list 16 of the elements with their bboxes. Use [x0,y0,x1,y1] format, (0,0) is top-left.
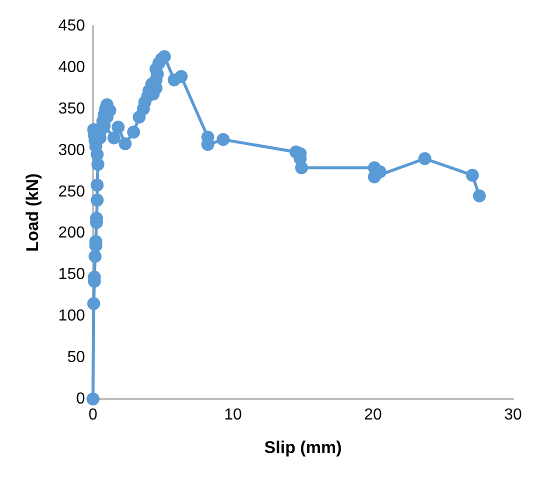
y-tick-label: 200 [58,224,86,242]
y-tick-label: 50 [67,349,86,366]
x-axis-title: Slip (mm) [264,438,342,457]
y-tick-label: 100 [58,308,86,325]
y-tick-label: 0 [76,390,86,408]
y-tick-label: 250 [58,183,86,200]
x-tick-label: 0 [88,406,98,424]
x-tick-label: 20 [364,406,382,424]
y-tick-label: 450 [58,18,86,34]
y-tick-label: 150 [58,266,86,284]
y-tick-label: 300 [58,142,86,159]
x-tick-label: 10 [224,406,242,424]
y-tick-label: 400 [58,58,86,76]
y-axis-title: Load (kN) [23,173,42,252]
x-tick-label: 30 [504,406,522,424]
y-tick-label: 350 [58,100,86,118]
